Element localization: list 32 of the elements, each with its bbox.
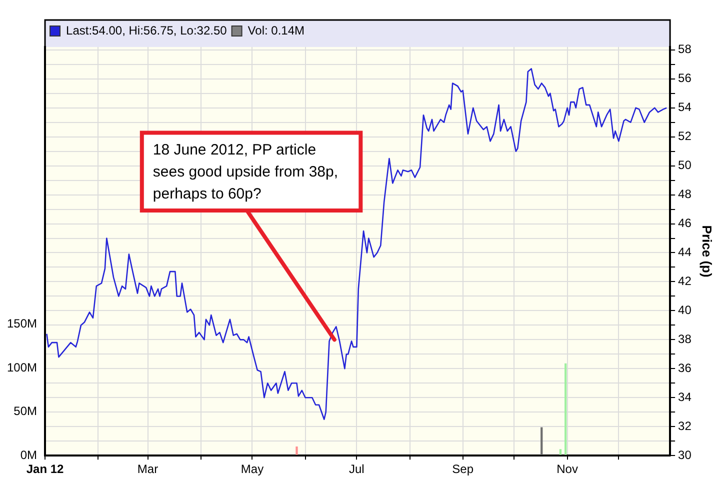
y-tick-label: 34 [678,390,692,404]
y-tick-label: 48 [678,187,692,202]
y2-tick-label: 0M [20,448,38,462]
y-tick-label: 56 [678,71,692,86]
y-tick-label: 44 [678,245,692,260]
y-tick-label: 54 [678,100,692,114]
y-tick-label: 40 [678,303,692,318]
y-axis-title: Price (p) [700,225,715,278]
y-tick-label: 42 [678,274,692,288]
bar [564,363,567,456]
bar [296,446,298,456]
x-tick-label: Sep [452,462,474,476]
x-tick-label: May [240,462,264,476]
x-tick-label: Mar [137,462,158,476]
bar [540,427,543,456]
x-tick-label: Jul [349,462,364,476]
y-tick-label: 36 [678,360,692,375]
annotation: 18 June 2012, PP article sees good upside from 38p, perhaps to 60p? [152,141,338,202]
legend-label: Last:54.00, Hi:56.75, Lo:32.50 [66,23,228,38]
y-tick-label: 46 [678,216,692,230]
y-tick-label: 38 [678,332,692,346]
y-tick-label: 52 [678,129,692,144]
y-tick-label: 50 [678,158,692,172]
y-tick-label: 30 [678,448,692,462]
y-tick-label: 32 [678,418,692,433]
y-tick-label: 58 [678,42,692,56]
y2-tick-label: 150M [6,316,38,331]
y2-tick-label: 100M [6,360,38,374]
x-tick-label: Nov [556,462,578,476]
y2-tick-label: 50M [14,404,38,418]
legend-label: Vol: 0.14M [248,23,305,38]
x-tick-label: Jan 12 [26,462,64,476]
